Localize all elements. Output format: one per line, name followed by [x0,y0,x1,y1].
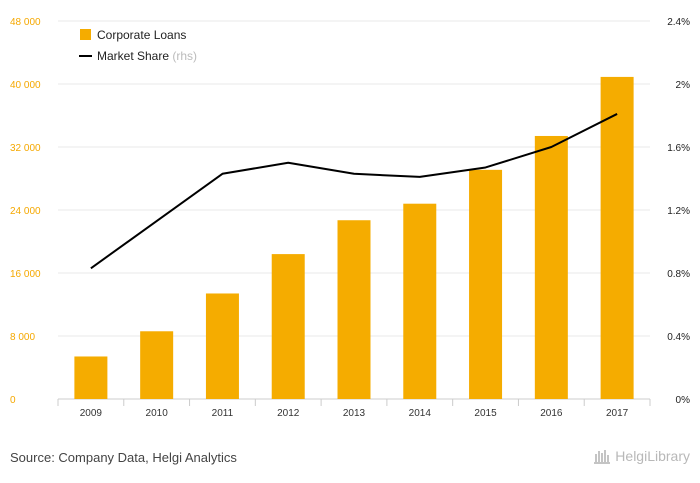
bar-corporate-loans [403,203,437,399]
x-tick-label: 2012 [277,408,300,419]
y-left-tick-label: 0 [10,395,16,406]
x-tick-label: 2009 [80,408,103,419]
y-left-tick-label: 24 000 [10,206,41,217]
source-note: Source: Company Data, Helgi Analytics [10,450,237,465]
x-tick-label: 2011 [212,408,234,419]
legend-label-market-share: Market Share (rhs) [97,49,197,63]
bar-corporate-loans [337,220,371,399]
legend-label-corporate-loans: Corporate Loans [97,28,186,42]
bar-corporate-loans [271,254,305,399]
logo-text: HelgiLibrary [615,448,690,464]
legend: Corporate Loans Market Share (rhs) [79,28,197,63]
y-left-tick-label: 32 000 [10,143,41,154]
bar-corporate-loans [140,331,174,399]
y-right-tick-label: 0.4% [667,332,690,343]
bar-corporate-loans [205,293,239,399]
y-right-tick-label: 0.8% [667,269,690,280]
x-tick-label: 2014 [409,408,432,419]
bar-corporate-loans [600,76,634,399]
y-left-tick-label: 48 000 [10,17,41,28]
y-right-tick-label: 2% [676,80,691,91]
x-tick-label: 2015 [474,408,497,419]
y-left-tick-label: 16 000 [10,269,41,280]
y-left-tick-label: 8 000 [10,332,35,343]
library-logo-icon [594,450,611,464]
bar-corporate-loans [534,135,568,399]
legend-swatch-corporate-loans [80,29,91,40]
y-right-tick-label: 1.2% [667,206,690,217]
x-tick-label: 2010 [146,408,169,419]
x-tick-label: 2016 [540,408,563,419]
y-right-tick-label: 1.6% [667,143,690,154]
y-left-tick-label: 40 000 [10,80,41,91]
helgi-library-logo: HelgiLibrary [594,448,690,464]
legend-suffix-rhs: (rhs) [172,49,197,63]
x-tick-label: 2017 [606,408,629,419]
x-tick-label: 2013 [343,408,366,419]
bar-corporate-loans [469,169,503,399]
y-right-tick-label: 2.4% [667,17,690,28]
y-right-tick-label: 0% [676,395,691,406]
bar-corporate-loans [74,356,108,399]
